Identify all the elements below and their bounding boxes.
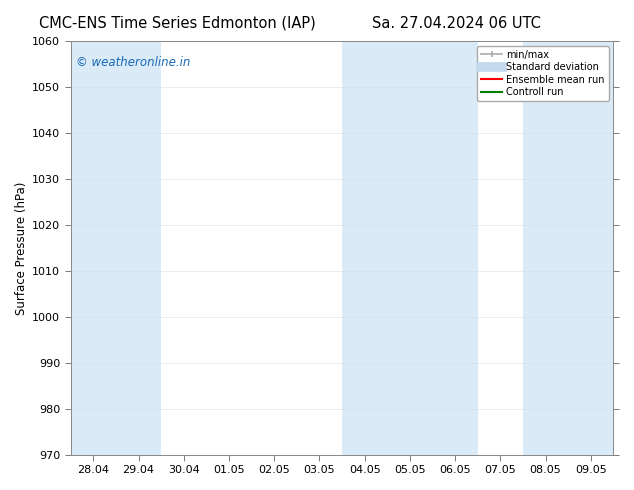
Bar (71, 41, 161, 455)
Text: CMC-ENS Time Series Edmonton (IAP): CMC-ENS Time Series Edmonton (IAP) (39, 16, 316, 31)
Y-axis label: Surface Pressure (hPa): Surface Pressure (hPa) (15, 181, 28, 315)
Text: Sa. 27.04.2024 06 UTC: Sa. 27.04.2024 06 UTC (372, 16, 541, 31)
Bar (342, 41, 432, 455)
Bar (523, 41, 614, 455)
Bar (432, 41, 478, 455)
Text: © weatheronline.in: © weatheronline.in (76, 55, 190, 69)
Legend: min/max, Standard deviation, Ensemble mean run, Controll run: min/max, Standard deviation, Ensemble me… (477, 46, 609, 101)
